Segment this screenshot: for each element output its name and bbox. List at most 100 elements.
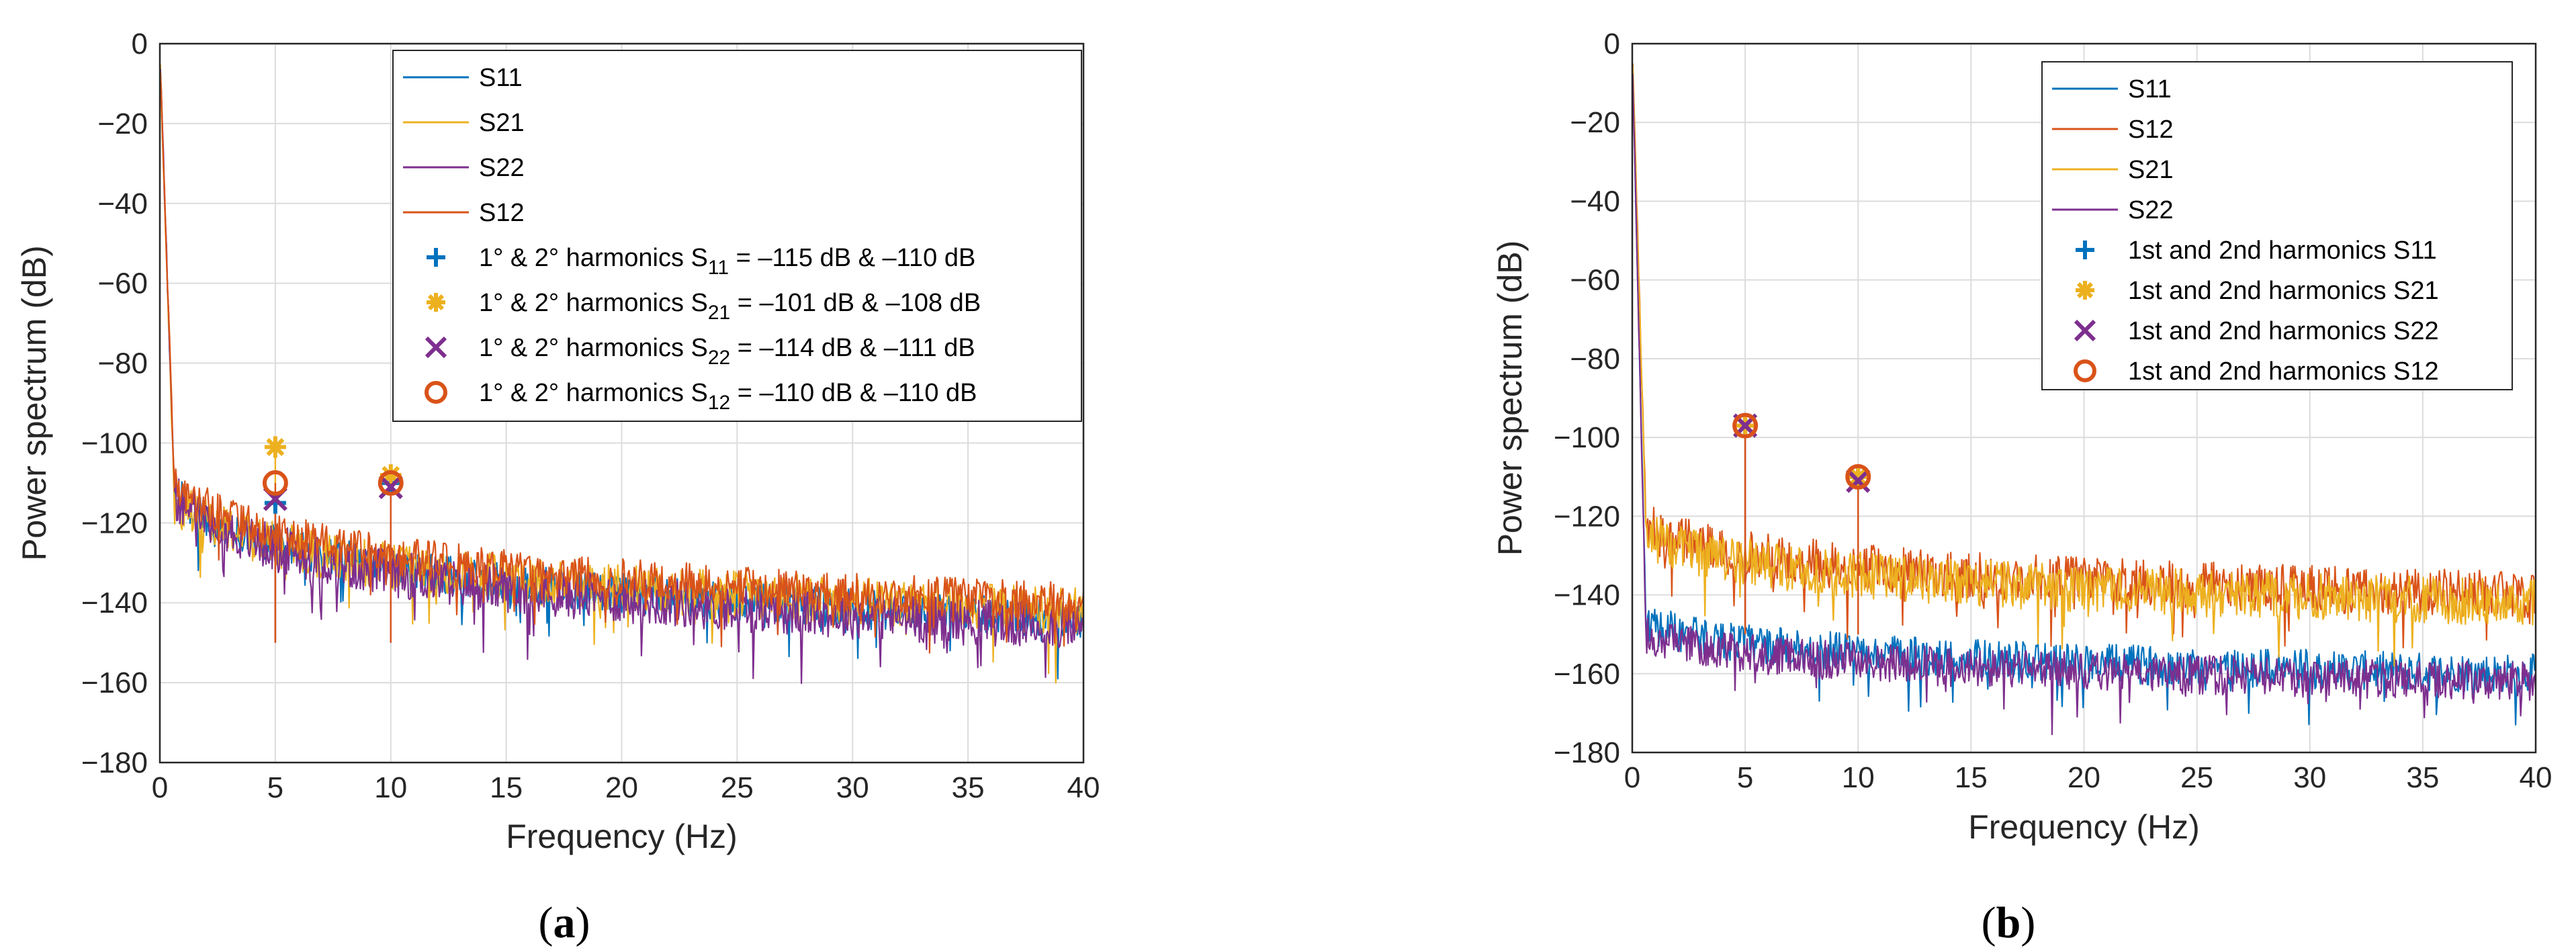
panel-label-a: (a): [539, 898, 590, 947]
legend-subscript: 12: [708, 392, 730, 414]
x-tick-label: 20: [2068, 761, 2100, 794]
x-tick-label: 30: [836, 771, 869, 804]
legend-subscript: 21: [708, 302, 730, 324]
x-tick-label: 15: [490, 771, 523, 804]
chart-panel-b: 0 5 10 15 20 25 30 35 40 0 −20 −40 −60 −80 −100 −120 −14…: [1491, 28, 2552, 846]
x-tick-label: 5: [267, 771, 283, 804]
legend-label-harmonics: 1st and 2nd harmonics S11: [2128, 236, 2437, 265]
x-tick-label: 40: [2520, 761, 2552, 794]
series-S22: [1632, 74, 2536, 736]
legend-box: [392, 50, 1082, 422]
marker-cross: [1846, 468, 1871, 493]
x-tick-label: 0: [1624, 761, 1640, 794]
y-tick-label: −40: [1570, 185, 1620, 218]
marker-plus: [2076, 241, 2094, 259]
marker-circle: [425, 381, 447, 404]
x-tick-label: 25: [2180, 761, 2213, 794]
legend-label-S22: S22: [2128, 196, 2174, 224]
y-tick-label: −20: [1570, 106, 1620, 139]
marker-asterisk: [380, 464, 402, 486]
x-tick-label: 25: [721, 771, 754, 804]
legend-values: = –114 dB & –111 dB: [730, 334, 975, 362]
marker-circle: [262, 470, 288, 496]
x-tick-label: 20: [605, 771, 638, 804]
y-tick-label: −120: [1554, 500, 1620, 533]
legend-values: = –110 dB & –110 dB: [730, 379, 977, 407]
marker-circle: [377, 470, 404, 496]
series-group: [1632, 63, 2536, 736]
y-tick-label: 0: [1604, 28, 1620, 60]
y-tick-label: −180: [81, 746, 148, 779]
legend-label-S21: S21: [479, 109, 525, 137]
marker-plus: [427, 248, 445, 267]
x-axis-label: Frequency (Hz): [1968, 808, 2200, 846]
y-tick-label: −160: [1554, 658, 1620, 691]
axes-frame: [1631, 42, 2537, 754]
panel-paren: ): [576, 898, 590, 947]
legend-label-harmonics: 1st and 2nd harmonics S21: [2128, 277, 2439, 305]
series-S21: [1632, 65, 2536, 667]
axes-frame: [159, 42, 1085, 764]
x-tick-label: 10: [374, 771, 407, 804]
legend-label-harmonics: 1st and 2nd harmonics S12: [2128, 357, 2439, 386]
legend-label-S12: S12: [2128, 116, 2174, 144]
legend-values: = –115 dB & –110 dB: [729, 244, 975, 272]
legend-values: = –101 dB & –108 dB: [730, 289, 981, 317]
legend-label-S11: S11: [479, 64, 523, 92]
y-tick-label: −160: [81, 666, 148, 699]
x-tick-label: 30: [2293, 761, 2326, 794]
y-tick-label: −180: [1554, 736, 1620, 769]
x-tick-label: 0: [152, 771, 168, 804]
series-group: [160, 64, 1083, 685]
y-tick-label: −60: [97, 267, 148, 300]
y-tick-label: −140: [1554, 579, 1620, 612]
y-tick-label: −60: [1570, 264, 1620, 297]
y-tick-label: −120: [81, 507, 148, 539]
y-tick-label: −80: [1570, 343, 1620, 376]
y-tick-label: −40: [97, 187, 148, 220]
y-axis-label: Power spectrum (dB): [15, 245, 53, 561]
legend-label-S22: S22: [479, 154, 525, 182]
marker-asterisk: [1847, 466, 1869, 488]
y-axis-label: Power spectrum (dB): [1491, 241, 1529, 556]
x-tick-label: 35: [952, 771, 985, 804]
marker-cross: [378, 474, 403, 499]
y-tick-label: −80: [97, 347, 148, 380]
marker-asterisk: [2076, 281, 2094, 300]
y-tick-label: −20: [97, 107, 148, 140]
y-tick-label: −100: [81, 427, 148, 460]
marker-asterisk: [427, 293, 445, 312]
x-tick-label: 5: [1737, 761, 1753, 794]
x-tick-label: 15: [1955, 761, 1988, 794]
x-tick-label: 35: [2406, 761, 2439, 794]
x-axis-label: Frequency (Hz): [506, 818, 738, 855]
series-S12: [160, 72, 1083, 654]
marker-circle: [2074, 359, 2096, 382]
panel-letter: a: [553, 898, 576, 947]
legend-label-S21: S21: [2128, 156, 2174, 184]
legend-label-harmonics: 1st and 2nd harmonics S22: [2128, 317, 2439, 345]
marker-circle: [1845, 464, 1871, 490]
legend: S11 S12 S21 S22 1st and 2nd harmonics S11 1st…: [2041, 61, 2513, 390]
panel-label-b: (b): [1982, 898, 2036, 947]
x-tick-label: 10: [1842, 761, 1875, 794]
y-tick-label: −100: [1554, 421, 1620, 454]
legend-label-S11: S11: [2128, 75, 2172, 103]
chart-panel-a: 0 5 10 15 20 25 30 35 40 0 −20 −40 −60 −80 −100 −120 −14…: [15, 28, 1100, 855]
marker-asterisk: [264, 436, 286, 458]
legend-box: [2041, 61, 2513, 390]
y-tick-label: −140: [81, 587, 148, 619]
marker-cross: [2074, 319, 2096, 342]
y-tick-label: 0: [132, 28, 148, 60]
panel-letter: b: [1996, 898, 2021, 947]
legend-subscript: 22: [708, 347, 730, 369]
legend-label-S12: S12: [479, 199, 525, 227]
legend-subscript: 11: [708, 257, 729, 279]
marker-plus: [264, 492, 286, 514]
panel-paren: ): [2020, 898, 2035, 947]
x-tick-label: 40: [1067, 771, 1100, 804]
marker-cross: [425, 336, 447, 359]
marker-circle: [1732, 413, 1759, 439]
